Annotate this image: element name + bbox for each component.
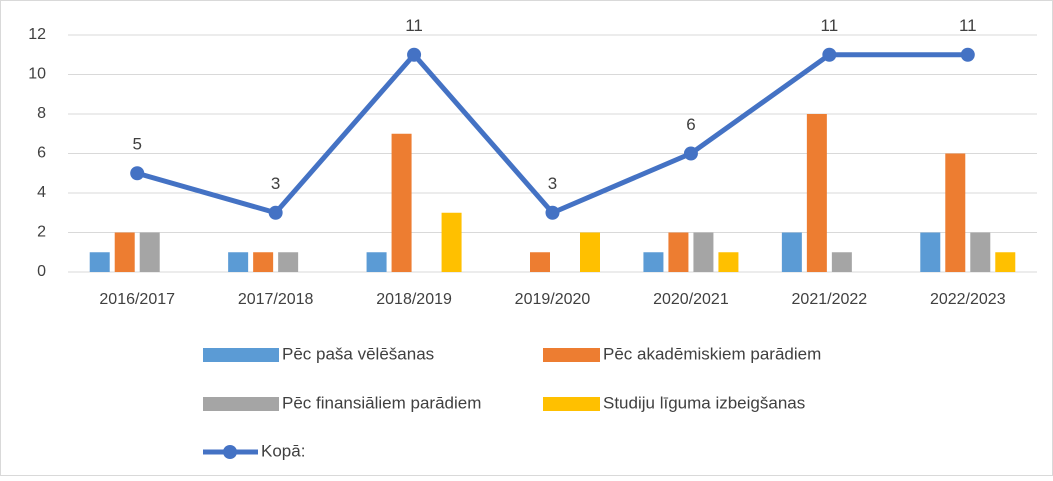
line-marker bbox=[960, 47, 975, 62]
bar bbox=[995, 252, 1016, 272]
line-marker bbox=[407, 47, 422, 62]
data-label: 3 bbox=[548, 174, 557, 193]
bar bbox=[693, 232, 714, 272]
y-tick-label: 10 bbox=[28, 66, 46, 83]
x-tick-label: 2019/2020 bbox=[515, 291, 591, 308]
line-marker bbox=[130, 166, 145, 181]
bar bbox=[441, 212, 462, 272]
bar bbox=[806, 114, 827, 272]
x-tick-label: 2021/2022 bbox=[792, 291, 868, 308]
bar bbox=[920, 232, 941, 272]
bar bbox=[391, 133, 412, 272]
bar bbox=[668, 232, 689, 272]
x-tick-label: 2022/2023 bbox=[930, 291, 1006, 308]
data-label: 3 bbox=[271, 174, 280, 193]
data-label: 6 bbox=[686, 115, 695, 134]
bar bbox=[114, 232, 135, 272]
bar bbox=[278, 252, 299, 272]
legend-label: Pēc paša vēlēšanas bbox=[282, 344, 434, 363]
data-label: 11 bbox=[821, 16, 839, 35]
legend-label: Pēc akadēmiskiem parādiem bbox=[603, 344, 821, 363]
bar bbox=[718, 252, 739, 272]
bar bbox=[580, 232, 600, 272]
bar bbox=[530, 252, 550, 272]
line-marker bbox=[545, 205, 560, 220]
data-label: 11 bbox=[405, 16, 423, 35]
legend-swatch bbox=[203, 397, 279, 411]
data-label: 5 bbox=[132, 135, 141, 154]
bar bbox=[228, 252, 249, 272]
bar bbox=[643, 252, 664, 272]
y-tick-label: 8 bbox=[37, 105, 46, 122]
line-marker bbox=[822, 47, 837, 62]
x-tick-label: 2017/2018 bbox=[238, 291, 314, 308]
legend-swatch bbox=[543, 348, 600, 362]
bar bbox=[253, 252, 274, 272]
line-marker bbox=[268, 205, 283, 220]
x-tick-label: 2020/2021 bbox=[653, 291, 729, 308]
bar bbox=[139, 232, 160, 272]
bar bbox=[781, 232, 802, 272]
legend-swatch bbox=[203, 348, 279, 362]
bar bbox=[831, 252, 852, 272]
y-tick-label: 4 bbox=[37, 184, 46, 201]
legend-marker bbox=[223, 445, 237, 459]
bar bbox=[89, 252, 110, 272]
line-marker bbox=[683, 146, 698, 161]
bar bbox=[970, 232, 991, 272]
y-tick-label: 6 bbox=[37, 145, 46, 162]
legend-label: Studiju līguma izbeigšanas bbox=[603, 393, 805, 412]
y-tick-label: 12 bbox=[28, 26, 46, 43]
data-label: 11 bbox=[959, 16, 977, 35]
bar bbox=[366, 252, 387, 272]
y-tick-label: 0 bbox=[37, 263, 46, 280]
legend-swatch bbox=[543, 397, 600, 411]
legend-label: Pēc finansiāliem parādiem bbox=[282, 393, 481, 412]
bar bbox=[945, 153, 966, 272]
x-tick-label: 2018/2019 bbox=[376, 291, 452, 308]
x-tick-label: 2016/2017 bbox=[99, 291, 175, 308]
legend-label: Kopā: bbox=[261, 441, 305, 460]
y-tick-label: 2 bbox=[37, 224, 46, 241]
